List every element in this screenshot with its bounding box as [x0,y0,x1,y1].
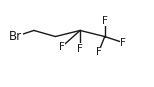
Text: F: F [59,42,65,52]
Text: F: F [120,38,126,48]
Text: Br: Br [9,30,22,43]
Text: F: F [77,44,83,54]
Text: F: F [102,16,108,26]
Text: F: F [96,47,101,57]
